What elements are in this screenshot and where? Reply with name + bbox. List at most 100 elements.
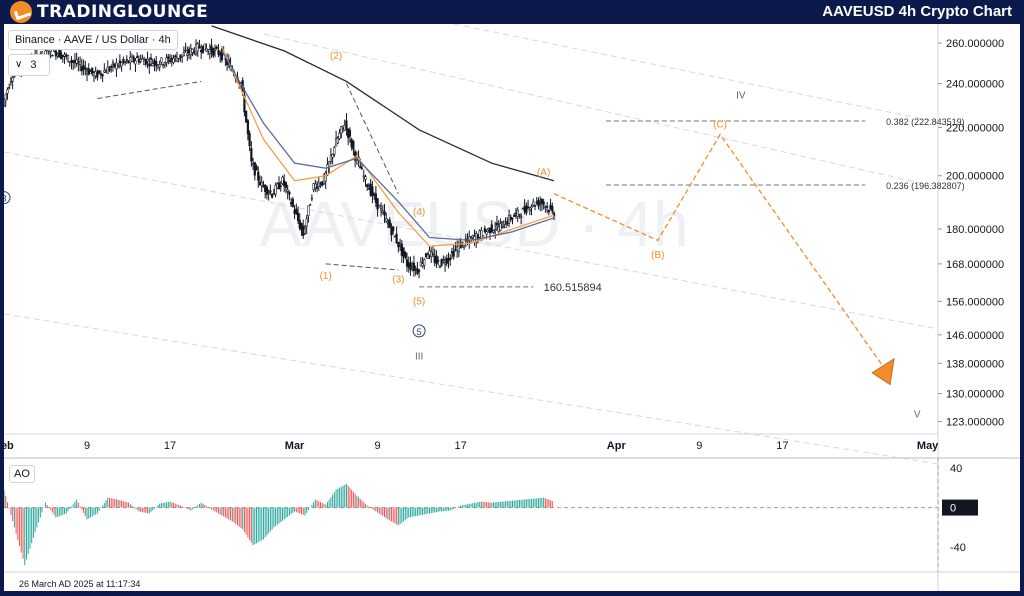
candle-body [162,64,165,67]
candle-body [298,219,301,229]
candle-body [96,71,99,78]
candle-body [388,220,391,228]
candle-body [99,73,102,76]
time-tick-label: 17 [776,440,788,452]
candle-body [217,50,220,55]
price-chart-svg[interactable]: AAVEUSD · 4h 260.000000 240.000000 220.0000… [0,23,1020,591]
candle-body [11,76,14,82]
candle-body [132,56,135,62]
candle-body [220,48,224,61]
candle-body [165,57,168,63]
candle-body [92,72,96,77]
candle-body [2,98,6,106]
candle-body [366,184,369,188]
candle-body [251,163,255,165]
candle-body [101,73,104,77]
candle-body [149,57,153,60]
wave-label: III [415,352,423,363]
candle-body [168,59,172,62]
brand-name: TRADINGLOUNGE [37,2,209,22]
candle-body [364,176,367,180]
candle-body [424,253,428,258]
candle-body [158,64,161,68]
candle-body [6,89,9,94]
time-tick-label: Feb [4,440,14,452]
candle-body [418,269,421,272]
candle-body [243,94,246,113]
candle-body [511,217,514,220]
wave-label: (1) [320,271,332,282]
candle-body [144,58,147,65]
watermark-text: AAVEUSD · 4h [259,188,688,260]
candle-body [205,48,208,52]
wave-label: (4) [413,207,425,218]
candle-body [248,133,251,146]
candle-body [490,224,493,232]
candle-body [122,58,125,63]
time-tick-label: Apr [607,440,627,452]
candle-body [265,186,269,195]
logo-chart-icon [10,1,32,23]
candle-body [120,62,123,67]
wave-label: 5 [417,327,422,337]
candle-body [423,259,426,266]
ao-tick-label: 40 [950,463,962,475]
candle-body [141,58,144,60]
candle-body [51,54,54,57]
interval-selector[interactable]: ∨ 3 [8,54,50,76]
symbol-legend[interactable]: Binance · AAVE / US Dollar · 4h [8,30,178,50]
candle-body [504,224,507,228]
candle-body [215,46,218,49]
trend-channel-line [263,33,939,188]
candle-body [113,63,116,67]
candle-body [535,201,538,204]
candle-body [319,184,322,187]
candle-body [341,125,345,128]
candles-group [2,38,556,279]
candle-body [525,205,528,214]
time-tick-label: 17 [454,440,466,452]
time-tick-label: 9 [375,440,381,452]
candle-body [245,110,248,123]
candle-body [336,137,339,144]
candle-body [549,204,552,210]
candle-body [213,48,217,52]
indicator-legend[interactable]: AO [9,465,35,483]
candle-body [56,53,59,57]
candle-body [456,246,459,251]
wave-helper-line [325,263,399,271]
fib-level-label: 0.236 (196.382807) [886,181,965,191]
candle-body [98,70,101,74]
wave-label-circle [412,324,426,338]
candle-body [521,207,524,210]
price-tick-label: 130.000000 [946,389,1004,401]
candle-body [333,147,336,155]
candle-body [82,65,85,70]
candle-body [537,199,540,207]
candle-body [452,250,455,257]
candle-body [379,208,383,212]
wave-label: (2) [330,51,342,62]
wave-label: (5) [413,297,425,308]
candle-body [177,58,180,60]
candle-body [528,209,531,212]
candle-body [110,65,113,68]
candle-body [520,216,523,219]
candle-body [322,176,326,185]
ao-value-badge [942,499,978,516]
candle-body [270,194,274,198]
candle-body [499,223,502,231]
candle-body [471,235,474,238]
candle-body [279,185,282,187]
candle-body [321,181,324,186]
chart-area[interactable]: AAVEUSD · 4h 260.000000 240.000000 220.0000… [0,23,1020,591]
candle-body [288,191,291,195]
candle-body [506,220,509,225]
candle-body [70,60,73,63]
candle-body [286,189,289,192]
candle-body [409,262,412,270]
chart-title: AAVEUSD 4h Crypto Chart [822,3,1012,20]
candle-body [73,60,77,64]
price-tick-label: 180.000000 [946,224,1004,236]
candle-body [488,227,492,234]
